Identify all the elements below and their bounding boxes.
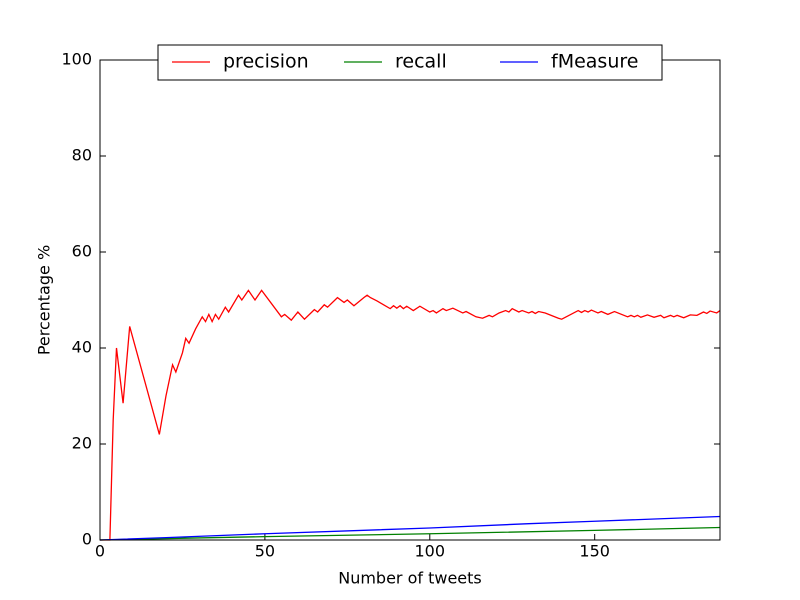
y-tick-label: 80 [72, 146, 92, 165]
series-line [100, 289, 721, 541]
x-tick-label: 0 [95, 542, 105, 561]
y-tick-label: 40 [72, 338, 92, 357]
x-tick-label: 150 [579, 542, 610, 561]
legend: precision recall fMeasure [157, 44, 663, 81]
y-tick-label: 20 [72, 434, 92, 453]
y-tick-label: 60 [72, 242, 92, 261]
legend-label: fMeasure [551, 51, 638, 73]
x-tick-label: 50 [255, 542, 275, 561]
legend-box [157, 44, 663, 81]
series-line [99, 515, 721, 541]
x-tick-label: 100 [415, 542, 446, 561]
y-tick-label: 0 [82, 530, 92, 549]
series-line [99, 526, 721, 541]
legend-label: precision [223, 51, 309, 73]
y-tick-label: 100 [61, 50, 92, 69]
legend-label: recall [395, 51, 447, 73]
y-axis-label: Percentage % [35, 245, 54, 355]
x-axis-label: Number of tweets [338, 569, 482, 588]
